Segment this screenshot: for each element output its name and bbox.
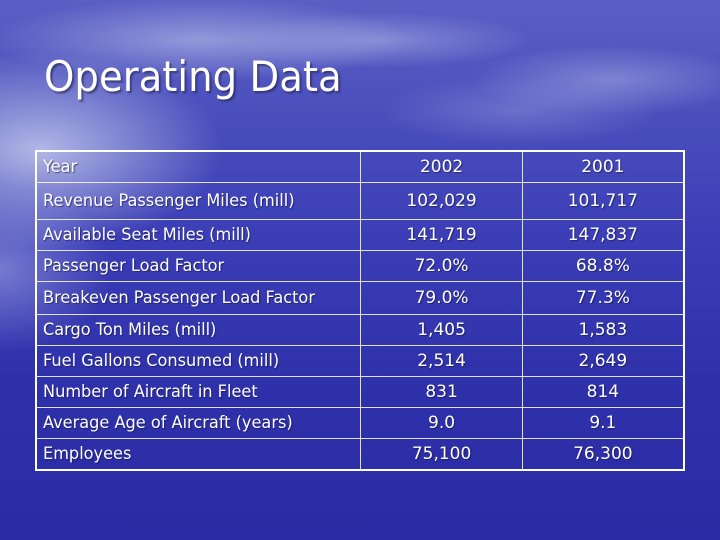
table-row: Cargo Ton Miles (mill) 1,405 1,583 [35, 314, 685, 346]
table-row: Number of Aircraft in Fleet 831 814 [35, 376, 685, 408]
row-value-2002: 79.0% [360, 281, 523, 315]
row-label: Breakeven Passenger Load Factor [35, 281, 362, 315]
row-label: Available Seat Miles (mill) [35, 219, 362, 251]
row-value-2002: 75,100 [360, 438, 523, 471]
row-value-2001: 1,583 [521, 314, 685, 346]
row-value-2001: 101,717 [521, 182, 685, 220]
table-row: Available Seat Miles (mill) 141,719 147,… [35, 219, 685, 251]
row-value-2001: 814 [521, 376, 685, 408]
table-row: Breakeven Passenger Load Factor 79.0% 77… [35, 281, 685, 315]
row-value-2001: 77.3% [521, 281, 685, 315]
operating-data-table: Year 2002 2001 Revenue Passenger Miles (… [35, 150, 685, 471]
table-header-row: Year 2002 2001 [35, 150, 685, 183]
row-label: Revenue Passenger Miles (mill) [35, 182, 362, 220]
row-label: Cargo Ton Miles (mill) [35, 314, 362, 346]
row-label: Number of Aircraft in Fleet [35, 376, 362, 408]
row-value-2001: 68.8% [521, 250, 685, 282]
table-row: Employees 75,100 76,300 [35, 438, 685, 471]
row-value-2001: 9.1 [521, 407, 685, 439]
row-value-2002: 141,719 [360, 219, 523, 251]
row-value-2001: 147,837 [521, 219, 685, 251]
table-row: Revenue Passenger Miles (mill) 102,029 1… [35, 182, 685, 220]
row-value-2002: 9.0 [360, 407, 523, 439]
row-value-2001: 76,300 [521, 438, 685, 471]
row-label: Passenger Load Factor [35, 250, 362, 282]
row-label: Fuel Gallons Consumed (mill) [35, 345, 362, 377]
header-year-2002: 2002 [360, 150, 523, 183]
row-value-2002: 2,514 [360, 345, 523, 377]
header-label: Year [35, 150, 362, 183]
slide-title: Operating Data [44, 52, 342, 101]
row-value-2001: 2,649 [521, 345, 685, 377]
row-label: Average Age of Aircraft (years) [35, 407, 362, 439]
row-label: Employees [35, 438, 362, 471]
table-row: Fuel Gallons Consumed (mill) 2,514 2,649 [35, 345, 685, 377]
row-value-2002: 831 [360, 376, 523, 408]
row-value-2002: 1,405 [360, 314, 523, 346]
row-value-2002: 72.0% [360, 250, 523, 282]
header-year-2001: 2001 [521, 150, 685, 183]
table-row: Average Age of Aircraft (years) 9.0 9.1 [35, 407, 685, 439]
table-row: Passenger Load Factor 72.0% 68.8% [35, 250, 685, 282]
row-value-2002: 102,029 [360, 182, 523, 220]
